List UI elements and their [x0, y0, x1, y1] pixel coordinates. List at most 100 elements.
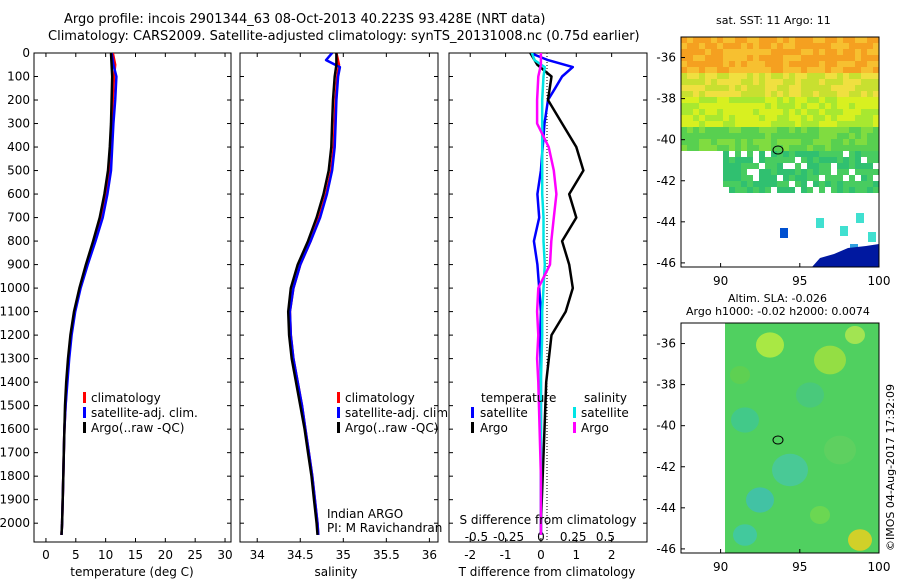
legend-label-t-satellite: satellite	[480, 406, 528, 420]
sst-map-field	[681, 37, 879, 267]
sst-cell	[765, 109, 771, 115]
sst-cell	[873, 127, 879, 133]
sst-cell	[747, 145, 753, 151]
sst-cell	[729, 175, 735, 181]
sst-cell	[735, 133, 741, 139]
sst-cell	[801, 151, 807, 157]
sst-cell	[861, 121, 867, 127]
x-tick-label: 0	[537, 548, 545, 562]
sst-cell	[783, 91, 789, 97]
sst-cell	[777, 91, 783, 97]
sst-cell	[801, 115, 807, 121]
depth-tick-label: 200	[7, 93, 30, 107]
sst-cell	[855, 91, 861, 97]
sst-cell	[795, 139, 801, 145]
sst-cell	[771, 73, 777, 79]
sst-cell	[801, 157, 807, 163]
sst-cell	[699, 73, 705, 79]
sst-cell	[783, 127, 789, 133]
sst-cell	[729, 43, 735, 49]
sst-cell	[771, 79, 777, 85]
sst-cell	[777, 121, 783, 127]
lat-tick-label: -44	[656, 215, 676, 229]
salinity-depth-ticks	[240, 52, 438, 524]
sst-cell	[789, 97, 795, 103]
sst-cell	[759, 181, 765, 187]
depth-tick-label: 1900	[0, 493, 30, 507]
sla-anomaly-blob	[731, 407, 759, 433]
sst-cell	[861, 175, 867, 181]
sst-cell	[711, 97, 717, 103]
sst-cell	[813, 55, 819, 61]
sst-cell	[855, 109, 861, 115]
sst-cell	[873, 37, 879, 43]
sst-cell	[843, 97, 849, 103]
sst-cell	[687, 61, 693, 67]
sst-cell	[837, 67, 843, 73]
sst-cell	[861, 169, 867, 175]
sst-cell	[837, 61, 843, 67]
sst-cell	[843, 67, 849, 73]
sst-cell	[759, 145, 765, 151]
sst-cell	[741, 85, 747, 91]
legend-swatch-climatology	[337, 392, 340, 403]
sst-cell	[795, 37, 801, 43]
sst-cell	[873, 103, 879, 109]
sst-cell	[867, 61, 873, 67]
sst-cell	[753, 67, 759, 73]
sst-cell	[867, 43, 873, 49]
sst-cell	[867, 133, 873, 139]
sst-cell	[735, 67, 741, 73]
sst-cell	[699, 61, 705, 67]
sst-cell	[801, 61, 807, 67]
lon-tick-label: 100	[868, 274, 891, 288]
depth-tick-label: 1700	[0, 446, 30, 460]
sst-cell	[783, 103, 789, 109]
sst-cell	[741, 97, 747, 103]
sst-cell	[729, 67, 735, 73]
sst-cell	[789, 49, 795, 55]
sst-cell	[711, 61, 717, 67]
sst-cell	[861, 97, 867, 103]
sla-anomaly-blob	[756, 332, 784, 358]
sst-cell	[723, 91, 729, 97]
sst-cell	[723, 169, 729, 175]
sst-cell	[801, 109, 807, 115]
sst-cell	[789, 187, 795, 193]
sst-cell	[741, 139, 747, 145]
sst-cell	[849, 97, 855, 103]
sst-cell	[825, 157, 831, 163]
sla-map-title-2: Argo h1000: -0.02 h2000: 0.0074	[686, 305, 870, 318]
sst-cell	[681, 103, 687, 109]
sst-cell	[783, 151, 789, 157]
salinity-axes-frame	[239, 52, 439, 543]
sst-cell	[747, 133, 753, 139]
sst-cell	[789, 127, 795, 133]
sst-cell	[723, 55, 729, 61]
sst-cell	[705, 43, 711, 49]
sst-cell	[819, 85, 825, 91]
sst-cell	[789, 37, 795, 43]
temperature-xlabel: temperature (deg C)	[70, 565, 193, 579]
sst-cell	[729, 55, 735, 61]
sst-cell	[868, 232, 876, 242]
sst-cell	[771, 43, 777, 49]
sst-cell	[705, 91, 711, 97]
sst-cell	[783, 145, 789, 151]
sst-cell	[687, 43, 693, 49]
sst-cell	[855, 187, 861, 193]
sst-cell	[801, 139, 807, 145]
sst-cell	[849, 79, 855, 85]
sst-cell	[837, 127, 843, 133]
sst-cell	[873, 61, 879, 67]
sst-cell	[699, 49, 705, 55]
sst-cell	[843, 181, 849, 187]
sst-cell	[819, 163, 825, 169]
sst-cell	[771, 175, 777, 181]
sst-cell	[831, 133, 837, 139]
sst-cell	[729, 169, 735, 175]
sst-cell	[867, 67, 873, 73]
sst-cell	[735, 55, 741, 61]
legend-label-t-argo: Argo	[480, 421, 508, 435]
sst-cell	[819, 49, 825, 55]
